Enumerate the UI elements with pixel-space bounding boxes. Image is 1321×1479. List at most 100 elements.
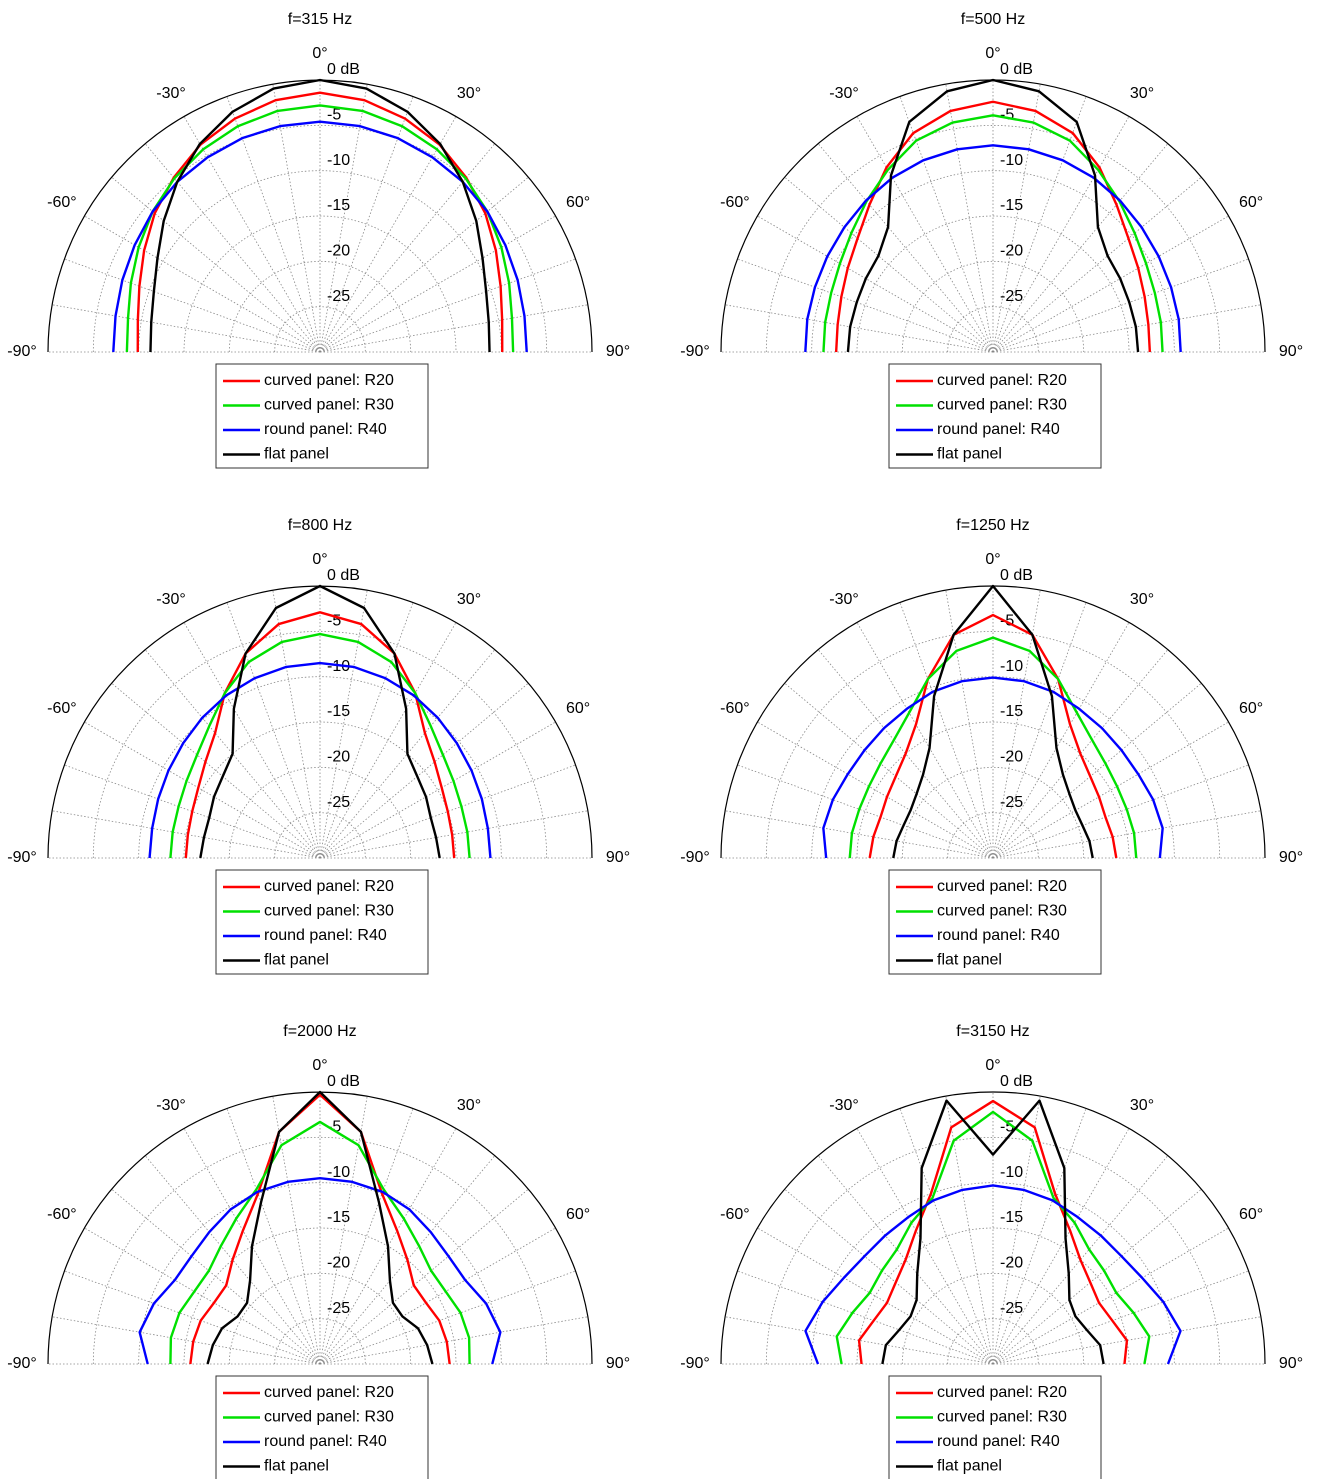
ring-grid-line [901, 766, 1085, 859]
series-line [881, 1099, 1105, 1365]
r-tick-label: -25 [327, 288, 350, 305]
theta-tick-label: -60° [47, 1206, 77, 1223]
polar-chart: f=800 Hz0 dB-5-10-15-20-25-90°-60°-30°0°… [7, 517, 630, 975]
r-tick-label: -25 [327, 794, 350, 811]
chart-title: f=2000 Hz [283, 1023, 356, 1040]
r-tick-label: 0 dB [1000, 567, 1033, 584]
ring-grid-line [856, 1227, 1130, 1365]
theta-tick-label: -60° [720, 1206, 750, 1223]
theta-tick-label: 30° [1130, 1097, 1154, 1114]
angle-grid-line [992, 96, 1087, 353]
polar-chart: f=2000 Hz0 dB-5-10-15-20-25-90°-60°-30°0… [7, 1023, 630, 1479]
theta-tick-label: 60° [1239, 700, 1263, 717]
legend-label: round panel: R40 [937, 1433, 1060, 1450]
legend-label: flat panel [264, 952, 329, 969]
series-line [804, 1184, 1182, 1365]
series-line [169, 1120, 471, 1365]
theta-tick-label: 90° [606, 343, 630, 360]
angle-grid-line [319, 96, 414, 353]
legend-label: curved panel: R20 [937, 878, 1067, 895]
ring-grid-line [856, 721, 1130, 859]
theta-tick-label: -90° [680, 849, 710, 866]
angle-grid-line [64, 258, 321, 353]
r-tick-label: -10 [327, 152, 350, 169]
series-line [835, 1110, 1151, 1365]
theta-tick-label: 0° [312, 551, 327, 568]
legend-label: flat panel [937, 1458, 1002, 1475]
theta-tick-label: 30° [1130, 85, 1154, 102]
legend-label: flat panel [264, 1458, 329, 1475]
r-tick-label: -15 [327, 1209, 350, 1226]
theta-tick-label: -60° [720, 194, 750, 211]
series-line [846, 78, 1140, 353]
ring-grid-line [228, 1272, 412, 1365]
theta-tick-label: 90° [1279, 849, 1303, 866]
theta-tick-label: -60° [720, 700, 750, 717]
theta-tick-label: 0° [312, 45, 327, 62]
theta-tick-label: 30° [457, 591, 481, 608]
series-line [834, 100, 1152, 353]
ring-grid-line [183, 215, 457, 353]
angle-grid-line [992, 1270, 1249, 1365]
theta-tick-label: -30° [156, 85, 186, 102]
chart-title: f=3150 Hz [956, 1023, 1029, 1040]
angle-grid-line [817, 143, 994, 353]
theta-tick-label: 90° [606, 1355, 630, 1372]
angle-grid-line [992, 764, 1249, 859]
legend-label: curved panel: R30 [264, 397, 394, 414]
ring-grid-line [138, 170, 502, 353]
r-tick-label: -20 [327, 1255, 350, 1272]
theta-tick-label: -90° [680, 343, 710, 360]
chart-title: f=315 Hz [288, 11, 352, 28]
r-tick-label: 0 dB [327, 1073, 360, 1090]
r-tick-label: 0 dB [327, 567, 360, 584]
chart-title: f=800 Hz [288, 517, 352, 534]
r-tick-label: -15 [327, 197, 350, 214]
r-tick-label: -5 [1000, 1119, 1014, 1136]
ring-grid-line [274, 306, 366, 353]
r-tick-label: -20 [1000, 1255, 1023, 1272]
angle-grid-line [737, 764, 994, 859]
theta-tick-label: 90° [606, 849, 630, 866]
theta-tick-label: -90° [7, 849, 37, 866]
series-line [199, 584, 441, 859]
r-tick-label: -10 [327, 1164, 350, 1181]
r-tick-label: -15 [1000, 1209, 1023, 1226]
theta-tick-label: 60° [566, 1206, 590, 1223]
polar-chart: f=500 Hz 0 dB -5 -10 -15 -20 -25 -90° -60° -30° 0°… [680, 11, 1303, 469]
legend-label: curved panel: R20 [264, 1384, 394, 1401]
legend-label: curved panel: R20 [937, 372, 1067, 389]
r-tick-label: -20 [1000, 243, 1023, 260]
legend-label: curved panel: R30 [937, 397, 1067, 414]
ring-grid-line [901, 1272, 1085, 1365]
r-tick-label: -25 [1000, 288, 1023, 305]
theta-tick-label: 90° [1279, 1355, 1303, 1372]
r-tick-label: -10 [1000, 658, 1023, 675]
ring-grid-line [274, 812, 366, 859]
series-line [136, 91, 504, 353]
legend-label: flat panel [264, 446, 329, 463]
legend-label: round panel: R40 [937, 927, 1060, 944]
ring-grid-line [856, 215, 1130, 353]
series-line [189, 1093, 451, 1365]
r-tick-label: -10 [1000, 152, 1023, 169]
series-line [169, 632, 471, 859]
series-line [112, 120, 528, 353]
r-tick-label: 0 dB [1000, 1073, 1033, 1090]
legend-label: curved panel: R20 [264, 372, 394, 389]
chart-title: f=1250 Hz [956, 517, 1029, 534]
outer-ring [720, 1091, 1266, 1365]
series-line [125, 104, 515, 353]
theta-tick-label: 0° [985, 551, 1000, 568]
theta-tick-label: 60° [1239, 194, 1263, 211]
legend-label: round panel: R40 [264, 1433, 387, 1450]
theta-tick-label: -60° [47, 700, 77, 717]
theta-tick-label: 0° [312, 1057, 327, 1074]
angle-grid-line [992, 258, 1249, 353]
theta-tick-label: -30° [156, 591, 186, 608]
ring-grid-line [901, 260, 1085, 353]
theta-tick-label: -90° [680, 1355, 710, 1372]
theta-tick-label: 60° [1239, 1206, 1263, 1223]
legend-label: curved panel: R20 [937, 1384, 1067, 1401]
r-tick-label: -25 [327, 1300, 350, 1317]
